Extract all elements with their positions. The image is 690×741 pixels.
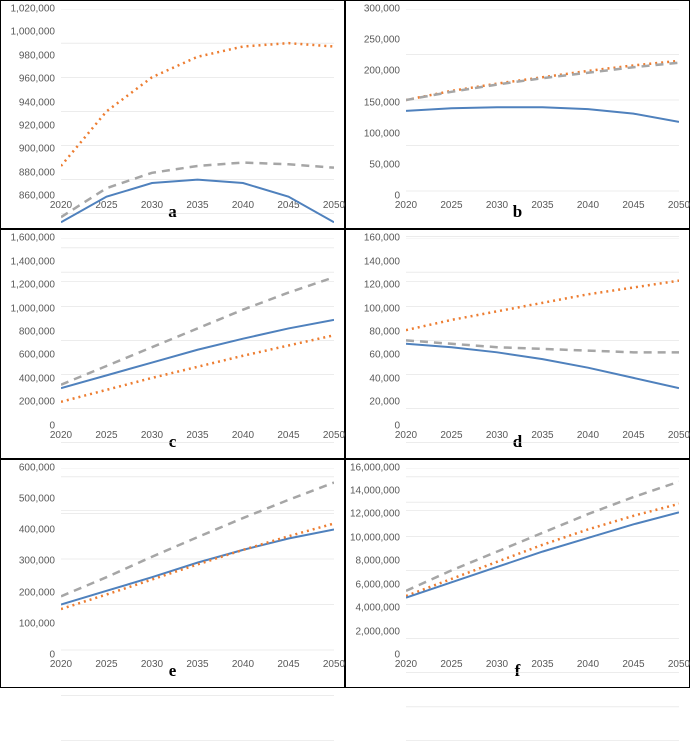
ytick-label: 60,000 [369, 350, 400, 361]
ytick-label: 1,020,000 [11, 4, 56, 15]
chart-area-c: 0200,000400,000600,000800,0001,000,0001,… [61, 238, 334, 425]
ytick-label: 140,000 [364, 256, 400, 267]
ytick-label: 880,000 [19, 167, 55, 178]
ytick-label: 300,000 [19, 556, 55, 567]
series-solid_blue [61, 529, 334, 604]
series-dash_gray [61, 278, 334, 385]
ytick-label: 1,000,000 [11, 27, 56, 38]
panel-e: 0100,000200,000300,000400,000500,000600,… [0, 459, 345, 688]
ytick-label: 120,000 [364, 280, 400, 291]
series-solid_blue [61, 180, 334, 223]
ytick-label: 300,000 [364, 4, 400, 15]
ytick-label: 600,000 [19, 462, 55, 473]
ytick-label: 160,000 [364, 233, 400, 244]
ytick-label: 800,000 [19, 326, 55, 337]
series-dot_orange [61, 43, 334, 166]
ytick-label: 940,000 [19, 97, 55, 108]
plot-e [61, 468, 334, 741]
series-dot_orange [406, 61, 679, 100]
series-solid_blue [61, 320, 334, 388]
ytick-label: 4,000,000 [356, 603, 401, 614]
panel-c: 0200,000400,000600,000800,0001,000,0001,… [0, 229, 345, 458]
series-dash_gray [406, 63, 679, 100]
ytick-label: 14,000,000 [350, 486, 400, 497]
series-dot_orange [61, 523, 334, 609]
ytick-label: 100,000 [364, 128, 400, 139]
series-solid_blue [406, 344, 679, 388]
series-dash_gray [61, 163, 334, 218]
panel-f: 02,000,0004,000,0006,000,0008,000,00010,… [345, 459, 690, 688]
ytick-label: 40,000 [369, 373, 400, 384]
panel-d: 020,00040,00060,00080,000100,000120,0001… [345, 229, 690, 458]
ytick-label: 8,000,000 [356, 556, 401, 567]
ytick-label: 250,000 [364, 35, 400, 46]
ytick-label: 500,000 [19, 493, 55, 504]
ytick-label: 150,000 [364, 97, 400, 108]
ytick-label: 1,200,000 [11, 280, 56, 291]
ytick-label: 20,000 [369, 397, 400, 408]
ytick-label: 900,000 [19, 144, 55, 155]
panel-b: 050,000100,000150,000200,000250,000300,0… [345, 0, 690, 229]
ytick-label: 920,000 [19, 121, 55, 132]
plot-f [406, 468, 679, 741]
series-dot_orange [406, 503, 679, 595]
ytick-label: 16,000,000 [350, 462, 400, 473]
ytick-label: 200,000 [364, 66, 400, 77]
ytick-label: 1,400,000 [11, 256, 56, 267]
ytick-label: 980,000 [19, 50, 55, 61]
ytick-label: 400,000 [19, 525, 55, 536]
chart-area-f: 02,000,0004,000,0006,000,0008,000,00010,… [406, 468, 679, 655]
series-solid_blue [406, 512, 679, 597]
ytick-label: 80,000 [369, 326, 400, 337]
ytick-label: 6,000,000 [356, 579, 401, 590]
ytick-label: 12,000,000 [350, 509, 400, 520]
ytick-label: 100,000 [19, 618, 55, 629]
series-solid_blue [406, 107, 679, 122]
ytick-label: 100,000 [364, 303, 400, 314]
chart-area-e: 0100,000200,000300,000400,000500,000600,… [61, 468, 334, 655]
ytick-label: 1,000,000 [11, 303, 56, 314]
ytick-label: 50,000 [369, 160, 400, 171]
chart-area-d: 020,00040,00060,00080,000100,000120,0001… [406, 238, 679, 425]
ytick-label: 200,000 [19, 397, 55, 408]
chart-area-b: 050,000100,000150,000200,000250,000300,0… [406, 9, 679, 196]
ytick-label: 960,000 [19, 74, 55, 85]
ytick-label: 200,000 [19, 587, 55, 598]
chart-grid: 860,000880,000900,000920,000940,000960,0… [0, 0, 690, 688]
panel-a: 860,000880,000900,000920,000940,000960,0… [0, 0, 345, 229]
ytick-label: 400,000 [19, 373, 55, 384]
ytick-label: 10,000,000 [350, 532, 400, 543]
series-dot_orange [406, 281, 679, 330]
series-dash_gray [61, 482, 334, 596]
ytick-label: 2,000,000 [356, 626, 401, 637]
ytick-label: 600,000 [19, 350, 55, 361]
ytick-label: 1,600,000 [11, 233, 56, 244]
chart-area-a: 860,000880,000900,000920,000940,000960,0… [61, 9, 334, 196]
